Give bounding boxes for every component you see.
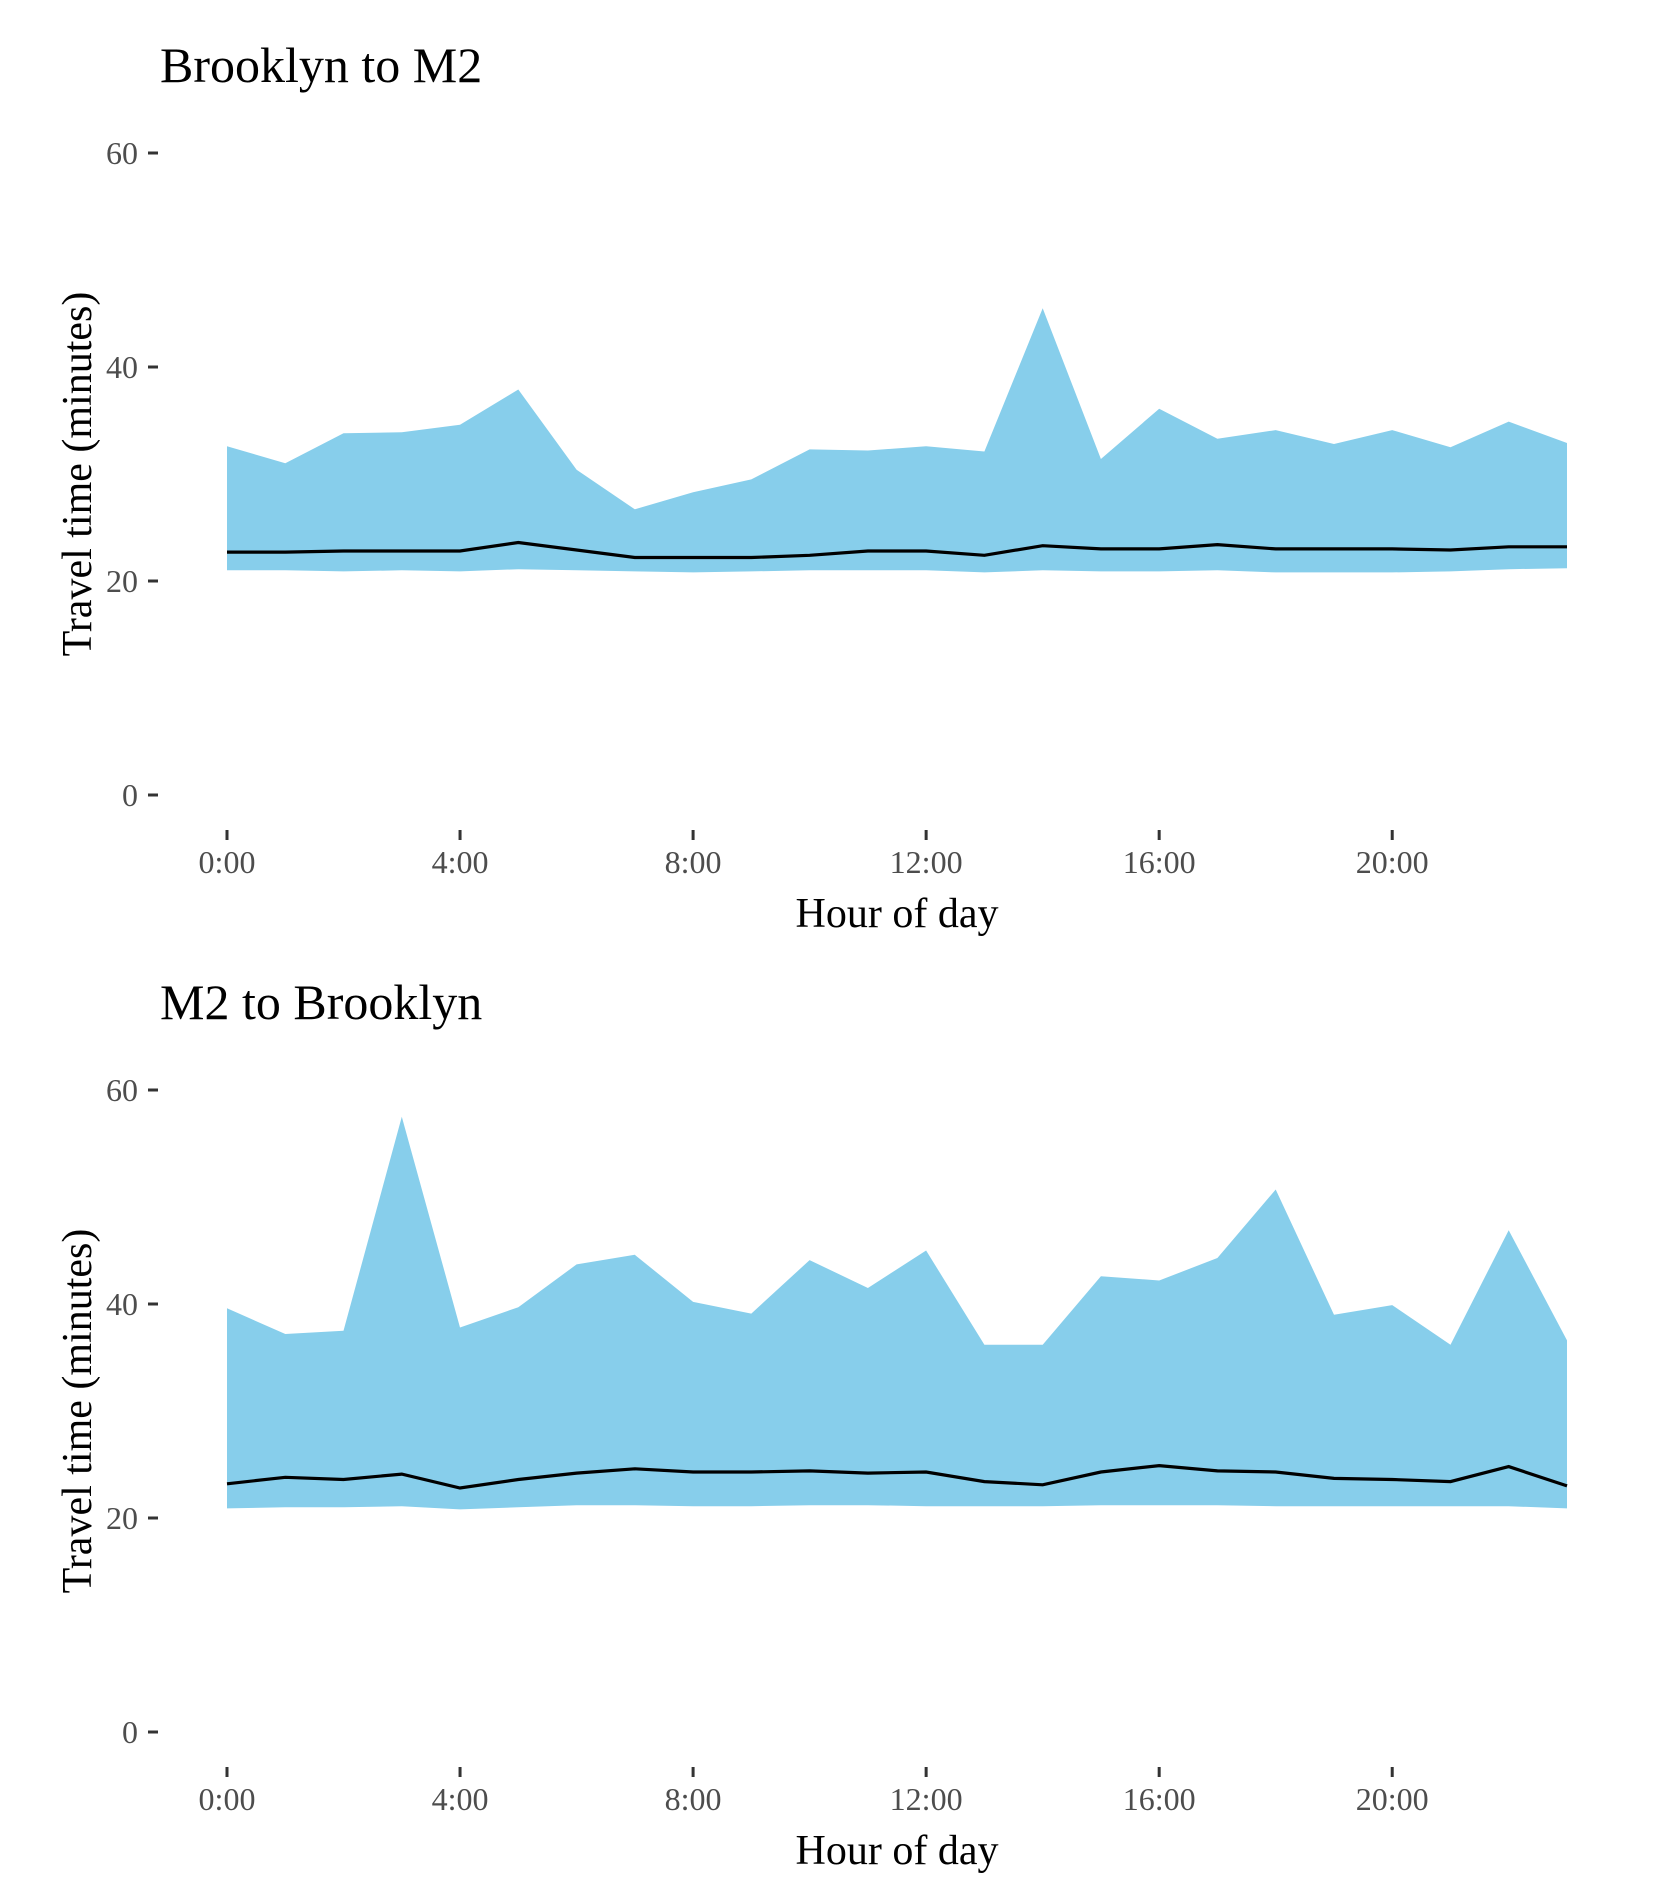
- x-axis: 0:00 4:00 8:00 12:00 16:00 20:00: [199, 1767, 1429, 1817]
- x-axis-label: Hour of day: [796, 1828, 999, 1874]
- median-line: [227, 540, 1567, 560]
- x-axis-label: Hour of day: [796, 891, 999, 937]
- y-tick-label: 40: [106, 1286, 138, 1322]
- chart-title: Brooklyn to M2: [160, 37, 482, 93]
- x-tick-label: 12:00: [890, 844, 963, 880]
- median-line: [226, 1463, 1568, 1490]
- x-tick-label: 12:00: [890, 1781, 963, 1817]
- x-axis: 0:00 4:00 8:00 12:00 16:00 20:00: [199, 830, 1429, 880]
- x-tick-label: 16:00: [1123, 1781, 1196, 1817]
- y-axis: 0 20 40 60: [106, 135, 158, 813]
- y-tick-label: 20: [106, 563, 138, 599]
- ribbon-area: [227, 1116, 1567, 1510]
- y-tick-label: 40: [106, 349, 138, 385]
- y-tick-label: 0: [122, 1714, 138, 1750]
- x-tick-label: 20:00: [1356, 844, 1429, 880]
- x-tick-label: 16:00: [1123, 844, 1196, 880]
- chart-panel-m2-to-brooklyn: M2 to Brooklyn 0 20 40 60 0:00 4:00 8:00 12:00…: [55, 974, 1568, 1874]
- y-axis-label: Travel time (minutes): [55, 292, 101, 657]
- x-tick-label: 4:00: [432, 844, 489, 880]
- y-tick-label: 60: [106, 1072, 138, 1108]
- chart-title: M2 to Brooklyn: [160, 974, 482, 1030]
- y-tick-label: 20: [106, 1500, 138, 1536]
- x-tick-label: 20:00: [1356, 1781, 1429, 1817]
- y-axis: 0 20 40 60: [106, 1072, 158, 1750]
- y-tick-label: 0: [122, 777, 138, 813]
- x-tick-label: 8:00: [665, 844, 722, 880]
- x-tick-label: 8:00: [665, 1781, 722, 1817]
- x-tick-label: 0:00: [199, 844, 256, 880]
- ribbon-area: [227, 308, 1567, 573]
- y-axis-label: Travel time (minutes): [55, 1229, 101, 1594]
- y-tick-label: 60: [106, 135, 138, 171]
- chart-panel-brooklyn-to-m2: Brooklyn to M2 0 20 40 60 0:00 4:00 8:00 12:00…: [55, 37, 1567, 937]
- x-tick-label: 0:00: [199, 1781, 256, 1817]
- x-tick-label: 4:00: [432, 1781, 489, 1817]
